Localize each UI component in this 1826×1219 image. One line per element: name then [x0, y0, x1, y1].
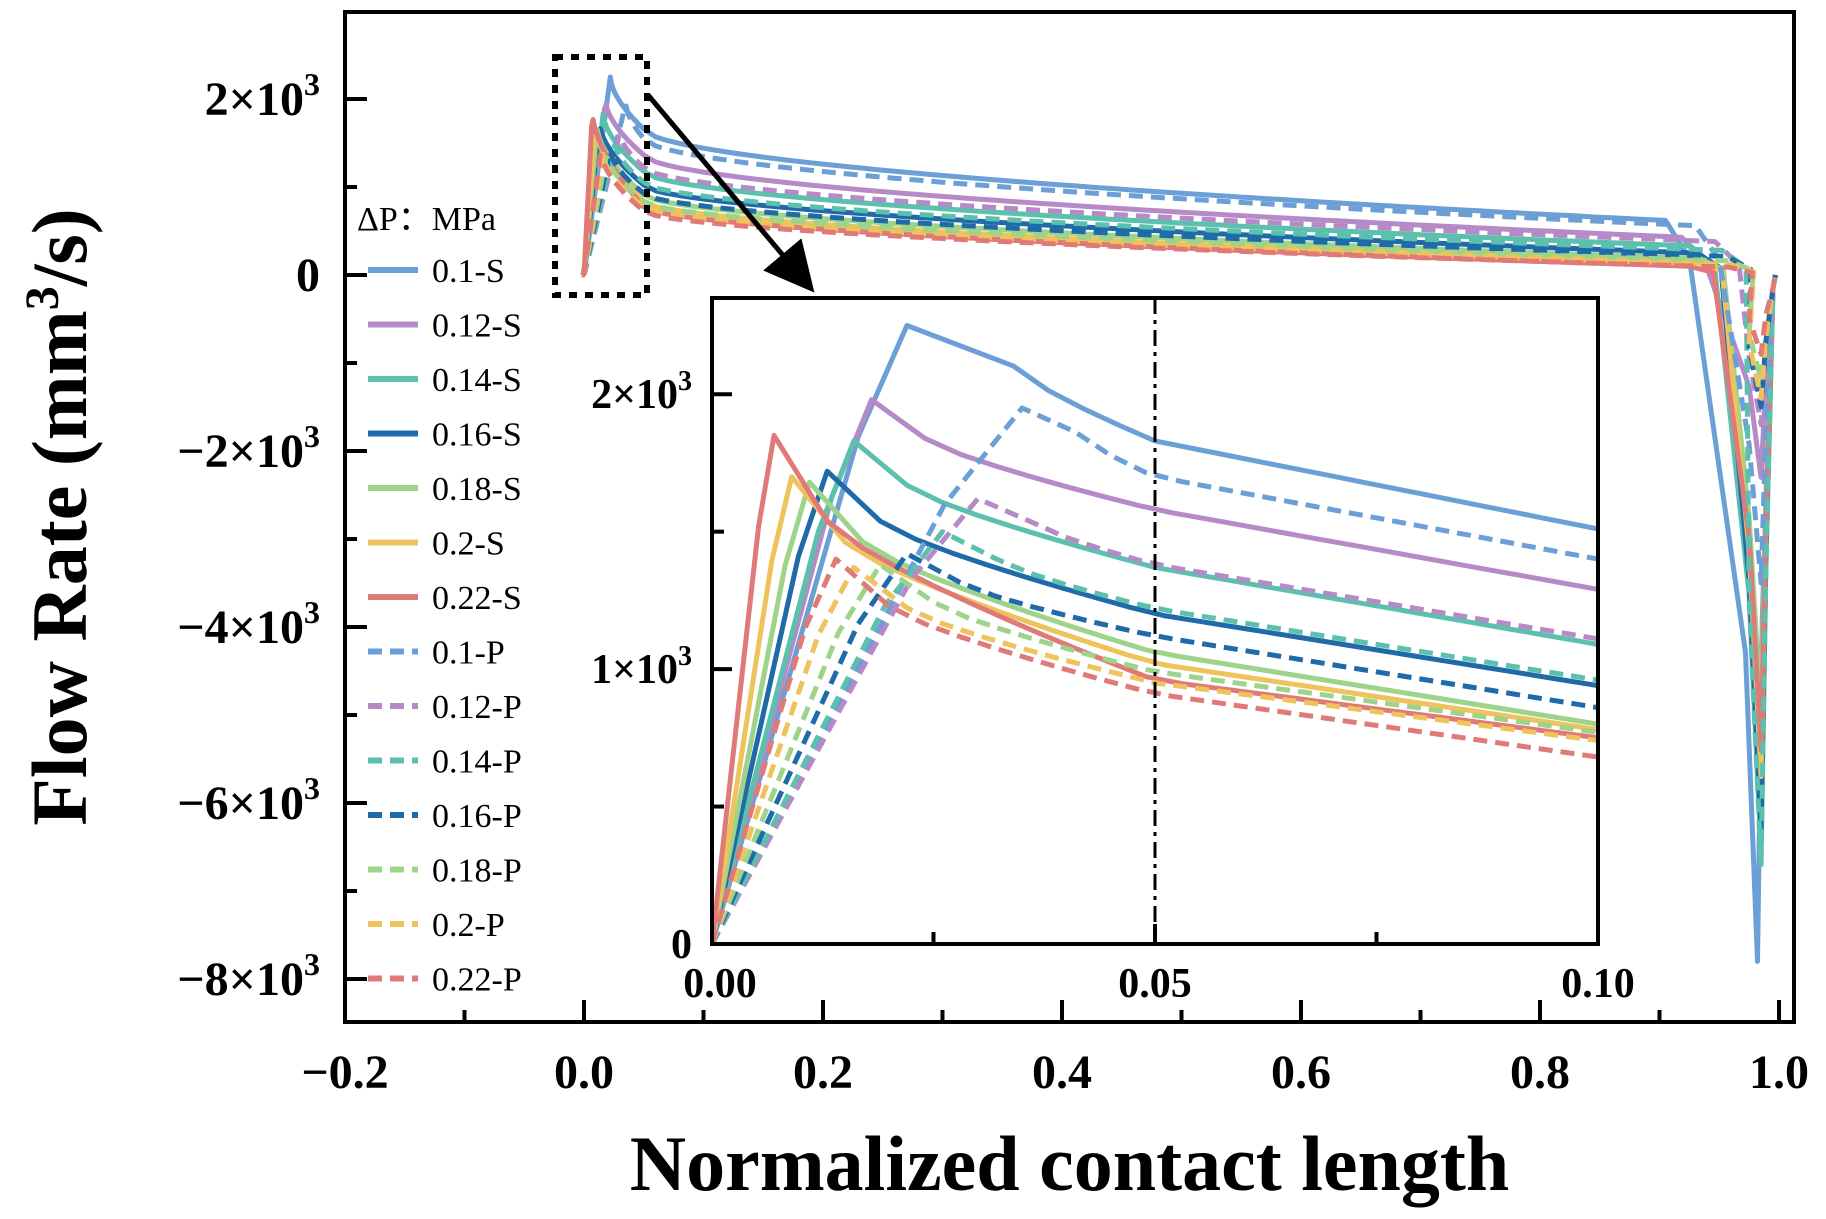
legend-label: 0.18-S [432, 471, 522, 508]
inset-series-0.1-P [712, 405, 1598, 944]
y-axis-title: Flow Rate (mm3/s) [16, 208, 103, 826]
inset-series-group [712, 323, 1598, 944]
main-series-0.1-P [580, 103, 1778, 586]
y-tick-label: 0 [296, 249, 320, 302]
x-axis-title: Normalized contact length [630, 1120, 1509, 1207]
inset-series-0.16-P [712, 551, 1598, 944]
legend-label: 0.14-S [432, 362, 522, 399]
legend-label: 0.2-S [432, 526, 505, 563]
legend-label: 0.1-S [432, 253, 505, 290]
x-tick-label: −0.2 [301, 1046, 388, 1099]
x-tick-label: 0.6 [1271, 1046, 1331, 1099]
y-tick-label: −2×103 [177, 418, 320, 478]
main-series-0.2-P [580, 151, 1778, 401]
inset-series-0.22-S [712, 432, 1598, 944]
legend-label: 0.14-P [432, 744, 522, 781]
x-tick-label: 0.0 [554, 1046, 614, 1099]
inset-series-0.12-S [712, 397, 1598, 944]
y-tick-label: −8×103 [177, 946, 320, 1006]
zoom-arrow [646, 93, 815, 293]
legend-label: 0.12-S [432, 308, 522, 345]
legend-label: 0.16-P [432, 798, 522, 835]
inset-x-tick-label: 0.00 [683, 961, 757, 1007]
inset-series-0.22-P [712, 556, 1598, 944]
inset-series-0.12-P [712, 496, 1598, 944]
y-tick-label: 2×103 [205, 66, 320, 126]
inset-series-0.2-P [712, 564, 1598, 944]
main-series-0.14-S [580, 111, 1778, 859]
y-tick-label: −6×103 [177, 770, 320, 830]
legend-label: 0.22-S [432, 580, 522, 617]
x-tick-label: 0.2 [793, 1046, 853, 1099]
inset-x-tick-label: 0.05 [1118, 961, 1192, 1007]
legend: ΔP：MPa 0.1-S 0.12-S 0.14-S 0.16-S 0.18-S 0.2-S… [357, 201, 522, 999]
inset-series-0.18-P [712, 562, 1598, 944]
main-axis-ticks: −0.2 0.0 0.2 0.4 0.6 0.8 1.0 2×103 0 −2×103 −4×103… [177, 66, 1809, 1099]
inset-series-0.14-S [712, 438, 1598, 944]
main-series-0.16-P [580, 147, 1778, 410]
x-tick-label: 0.8 [1510, 1046, 1570, 1099]
inset-y-tick-label: 2×103 [591, 366, 692, 418]
inset-series-0.1-S [712, 323, 1598, 944]
main-series-0.1-S [580, 74, 1778, 964]
main-series-0.14-P [580, 142, 1778, 868]
main-series-0.18-P [580, 154, 1778, 384]
zoom-region-box [552, 54, 650, 298]
legend-label: 0.18-P [432, 853, 522, 890]
legend-label: 0.12-P [432, 689, 522, 726]
main-series-0.22-P [580, 152, 1778, 357]
x-tick-label: 0.4 [1032, 1046, 1092, 1099]
inset-x-tick-label: 0.10 [1561, 961, 1635, 1007]
x-tick-label: 1.0 [1749, 1046, 1809, 1099]
legend-label: 0.1-P [432, 635, 505, 672]
legend-label: 0.22-P [432, 962, 522, 999]
inset-y-tick-label: 0 [671, 922, 692, 968]
legend-label: 0.2-P [432, 907, 505, 944]
main-series-0.12-S [580, 102, 1778, 480]
main-plot-frame [343, 10, 1796, 1024]
y-tick-label: −4×103 [177, 594, 320, 654]
inset-axis-ticks: 0.00 0.05 0.10 0 1×103 2×103 [591, 366, 1635, 1007]
legend-label: 0.16-S [432, 417, 522, 454]
inset-series-0.16-S [712, 468, 1598, 944]
main-series-group [580, 74, 1778, 964]
inset-y-tick-label: 1×103 [591, 641, 692, 693]
legend-title: ΔP：MPa [357, 201, 496, 238]
